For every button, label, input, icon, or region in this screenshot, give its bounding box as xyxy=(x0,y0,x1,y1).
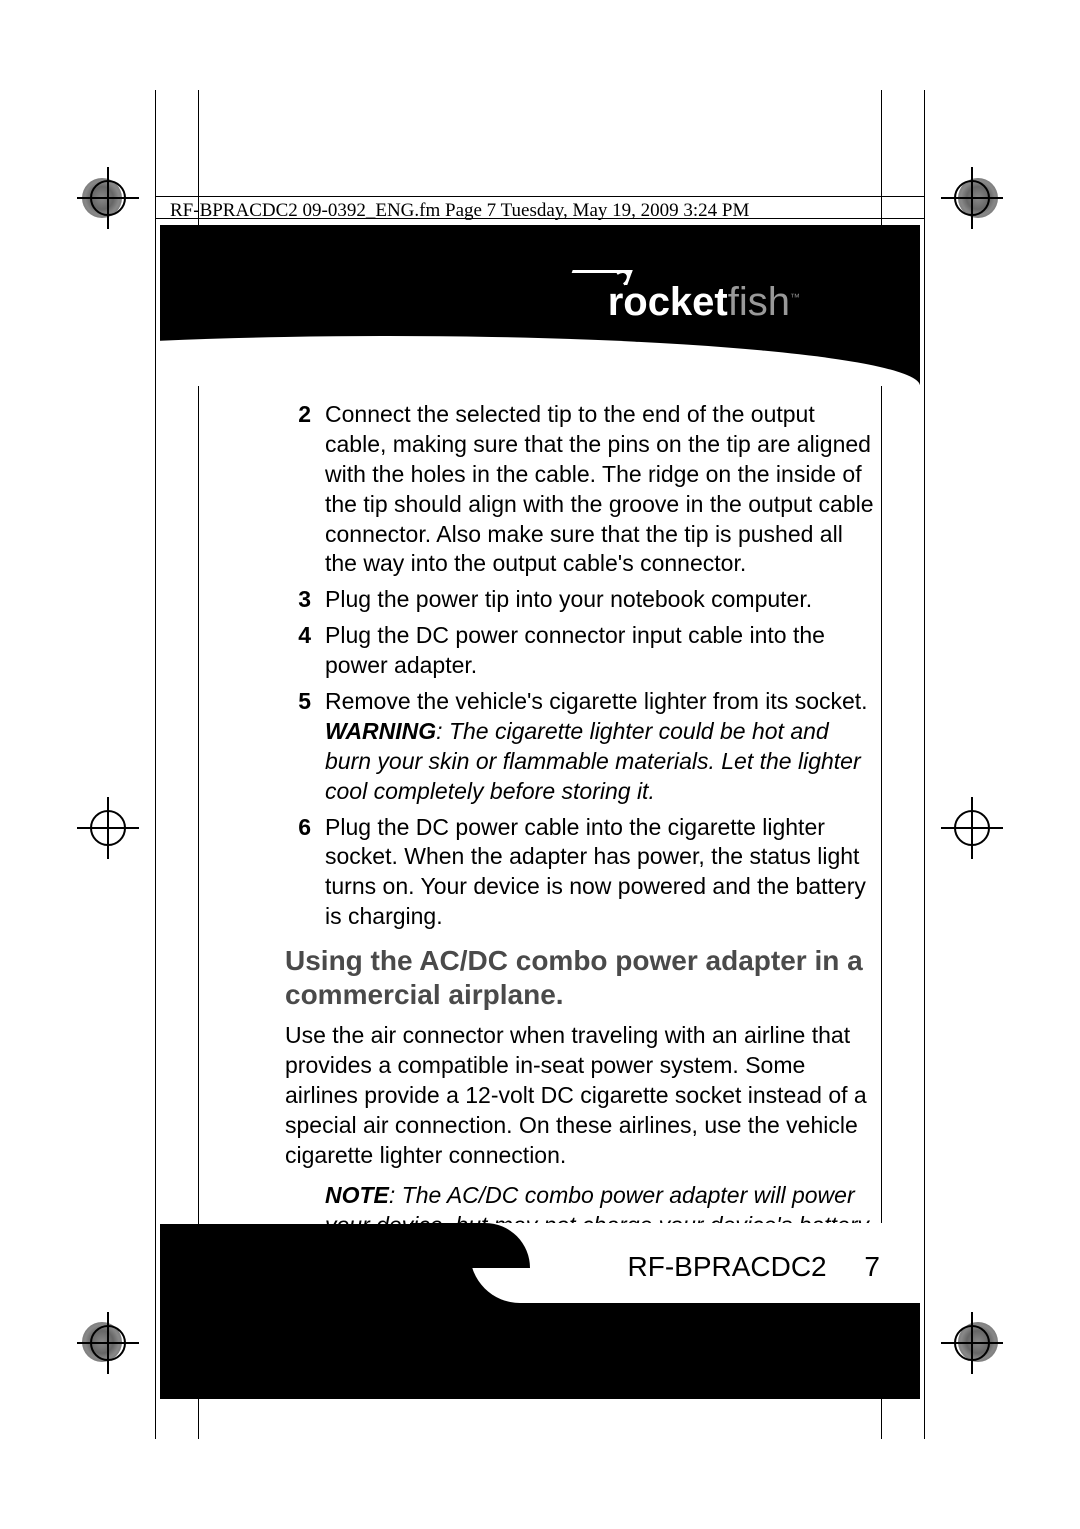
step-item: 2 Connect the selected tip to the end of… xyxy=(285,400,880,579)
brand-logo: rocketfish™ xyxy=(608,280,800,325)
body-paragraph: Use the air connector when traveling wit… xyxy=(285,1021,880,1170)
header-slug: RF-BPRACDC2 09-0392_ENG.fm Page 7 Tuesda… xyxy=(170,200,749,222)
reg-mark xyxy=(954,810,990,846)
footer-band: RF-BPRACDC2 7 xyxy=(160,1224,920,1399)
step-number: 4 xyxy=(285,621,325,681)
step-text: Plug the DC power connector input cable … xyxy=(325,621,880,681)
step-item: 4 Plug the DC power connector input cabl… xyxy=(285,621,880,681)
note-label: NOTE xyxy=(325,1182,389,1208)
brand-light: fish xyxy=(728,280,790,324)
step-text: Plug the power tip into your notebook co… xyxy=(325,585,880,615)
step-text: Connect the selected tip to the end of t… xyxy=(325,400,880,579)
reg-mark xyxy=(90,1325,126,1361)
footer-model: RF-BPRACDC2 xyxy=(628,1251,827,1282)
footer-cutout: RF-BPRACDC2 7 xyxy=(470,1223,920,1303)
step-number: 2 xyxy=(285,400,325,579)
step-item: 3 Plug the power tip into your notebook … xyxy=(285,585,880,615)
section-heading: Using the AC/DC combo power adapter in a… xyxy=(285,944,880,1011)
step-item: 6 Plug the DC power cable into the cigar… xyxy=(285,813,880,933)
header-swoosh xyxy=(160,336,920,386)
reg-mark xyxy=(90,810,126,846)
step-number: 6 xyxy=(285,813,325,933)
step-text-main: Remove the vehicle's cigarette lighter f… xyxy=(325,688,868,714)
footer-text: RF-BPRACDC2 7 xyxy=(628,1251,881,1283)
step-item: 5 Remove the vehicle's cigarette lighter… xyxy=(285,687,880,807)
reg-mark xyxy=(954,180,990,216)
frame-line xyxy=(155,90,156,1439)
step-number: 3 xyxy=(285,585,325,615)
step-text: Remove the vehicle's cigarette lighter f… xyxy=(325,687,880,807)
step-number: 5 xyxy=(285,687,325,807)
frame-line xyxy=(924,90,925,1439)
frame-line xyxy=(155,196,925,197)
reg-mark xyxy=(954,1325,990,1361)
step-text: Plug the DC power cable into the cigaret… xyxy=(325,813,880,933)
footer-page-number: 7 xyxy=(864,1251,880,1282)
header-band: rocketfish™ xyxy=(160,225,920,385)
reg-mark xyxy=(90,180,126,216)
brand-bold: rocket xyxy=(608,280,728,324)
brand-tm: ™ xyxy=(790,293,800,304)
warning-label: WARNING xyxy=(325,718,436,744)
